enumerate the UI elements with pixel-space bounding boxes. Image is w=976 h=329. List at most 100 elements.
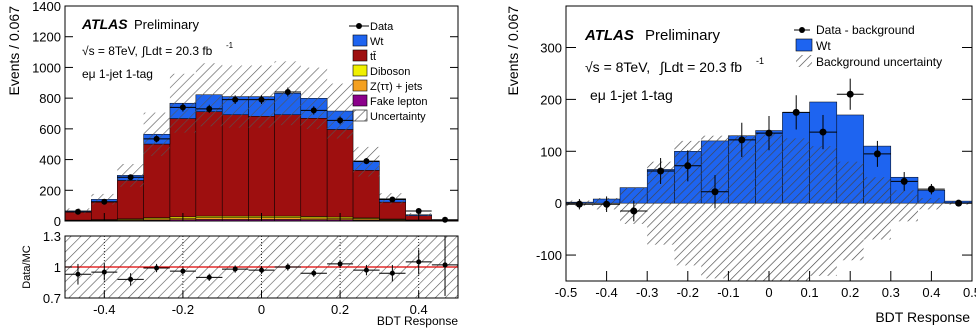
ratio-point-9 (311, 270, 317, 276)
bar-z-jets-5 (195, 217, 223, 220)
legend-swatch-3 (352, 64, 368, 77)
right-uncertainty-band-10 (836, 161, 864, 261)
right-uncertainty-band-11 (863, 177, 891, 240)
right-legend-label-2: Background uncertainty (816, 55, 942, 69)
data-point-9 (310, 107, 317, 114)
right-ytick-label-3: 200 (540, 92, 562, 107)
right-legend-data-marker (799, 27, 805, 33)
right-data-point-10 (846, 90, 854, 98)
ratio-point-11 (363, 267, 369, 273)
ratio-ytick-label-0: 0.7 (43, 291, 61, 306)
data-point-8 (284, 89, 291, 95)
ratio-xtick-label-1: -0.2 (172, 302, 194, 317)
right-xtick-label-10: 0.5 (963, 285, 976, 300)
right-legend-label-0: Data - background (816, 23, 915, 37)
right-uncertainty-band-13 (918, 197, 945, 210)
left-atlas-label: ATLAS (81, 16, 128, 32)
data-point-13 (415, 208, 422, 215)
left-lumi-integral: ∫Ldt = 20.3 fb (141, 44, 213, 58)
ratio-point-4 (180, 268, 186, 274)
ratio-point-14 (442, 262, 448, 268)
right-x-axis-label: BDT Response (875, 309, 970, 325)
right-uncertainty-band-6 (728, 135, 756, 281)
right-uncertainty-band-9 (809, 146, 837, 276)
right-data-point-4 (684, 162, 692, 170)
right-data-point-13 (927, 185, 935, 193)
right-xtick-label-4: -0.1 (717, 285, 739, 300)
bar-tt--3 (143, 143, 171, 219)
right-legend: Data - background Wt Background uncertaint… (794, 23, 942, 69)
right-data-point-0 (575, 200, 583, 208)
uncertainty-band-3 (143, 112, 170, 156)
legend-label-6: Uncertainty (370, 111, 426, 123)
legend-label-5: Fake lepton (370, 96, 427, 108)
ratio-point-12 (389, 270, 395, 276)
right-xtick-label-0: -0.5 (555, 285, 577, 300)
bar-z-jets-8 (274, 217, 302, 220)
right-xtick-label-1: -0.4 (595, 285, 617, 300)
uncertainty-band-9 (300, 67, 328, 129)
data-point-0 (74, 208, 81, 215)
right-uncertainty-band-8 (782, 138, 810, 281)
right-data-point-2 (630, 207, 638, 215)
ratio-point-5 (206, 274, 212, 280)
ratio-point-6 (232, 266, 238, 272)
left-ytick-label-1: 200 (39, 183, 61, 198)
data-point-14 (442, 216, 449, 223)
data-point-1 (101, 198, 108, 205)
data-point-5 (206, 105, 213, 112)
right-ytick-label-0: -100 (536, 248, 562, 263)
right-data-point-9 (819, 128, 827, 136)
bar-tt--4 (169, 118, 197, 218)
bar-tt--6 (221, 114, 249, 217)
ratio-xtick-label-4: 0.4 (410, 302, 428, 317)
right-lumi-exponent: -1 (756, 56, 764, 66)
ratio-point-1 (101, 269, 107, 275)
ratio-point-2 (128, 276, 134, 282)
legend-swatch-4 (352, 79, 368, 92)
data-point-11 (363, 158, 370, 165)
right-preliminary-label: Preliminary (645, 27, 721, 44)
right-ytick-label-1: 0 (555, 196, 562, 211)
left-ratio-panel: 0.7 1 1.3 -0.4 -0.2 0 0.2 0.4 Data/MC BDT Resp… (21, 229, 459, 328)
left-ytick-label-4: 800 (39, 91, 61, 106)
right-data-point-6 (738, 136, 746, 144)
right-xtick-label-8: 0.3 (882, 285, 900, 300)
bar-tt--12 (379, 201, 406, 220)
right-data-point-11 (873, 150, 881, 158)
legend-swatch-5 (352, 94, 368, 107)
left-main-panel: 0 200 400 600 800 1000 1200 1400 Events / 0.067… (6, 0, 459, 229)
data-point-10 (337, 117, 344, 124)
data-point-6 (232, 96, 239, 103)
bar-z-jets-9 (300, 217, 328, 220)
right-data-point-14 (955, 199, 963, 207)
ratio-ytick-label-1: 1 (54, 260, 61, 275)
legend-label-0: Data (370, 21, 394, 33)
right-data-point-3 (657, 167, 665, 175)
right-data-point-1 (603, 200, 611, 208)
left-ytick-label-3: 600 (39, 122, 61, 137)
bar-tt--5 (195, 111, 223, 217)
right-y-axis-label: Events / 0.067 (505, 6, 521, 96)
left-legend: Data Wt tt̄ Diboson Z(ττ) + jets Fake lepton U… (349, 21, 427, 123)
ratio-point-0 (75, 271, 81, 277)
ratio-point-10 (337, 261, 343, 267)
legend-label-1: Wt (370, 36, 383, 48)
ratio-y-axis-label: Data/MC (21, 245, 33, 288)
left-lumi-energy: √s = 8TeV, (82, 44, 138, 58)
right-uncertainty-band-12 (890, 190, 919, 222)
uncertainty-band-10 (327, 83, 354, 139)
bar-tt--11 (352, 170, 380, 219)
ratio-point-7 (259, 267, 264, 273)
right-atlas-label: ATLAS (584, 27, 634, 44)
ratio-xtick-label-0: -0.4 (93, 302, 115, 317)
left-region-label: eμ 1-jet 1-tag (82, 67, 153, 81)
right-lumi-energy: √s = 8TeV, (585, 59, 650, 75)
right-legend-label-1: Wt (816, 39, 831, 53)
uncertainty-band-5 (195, 63, 223, 127)
left-preliminary-label: Preliminary (134, 17, 200, 32)
data-point-2 (127, 174, 134, 181)
right-legend-wt-swatch (795, 38, 813, 52)
ratio-point-13 (416, 259, 422, 265)
data-point-12 (389, 196, 396, 203)
